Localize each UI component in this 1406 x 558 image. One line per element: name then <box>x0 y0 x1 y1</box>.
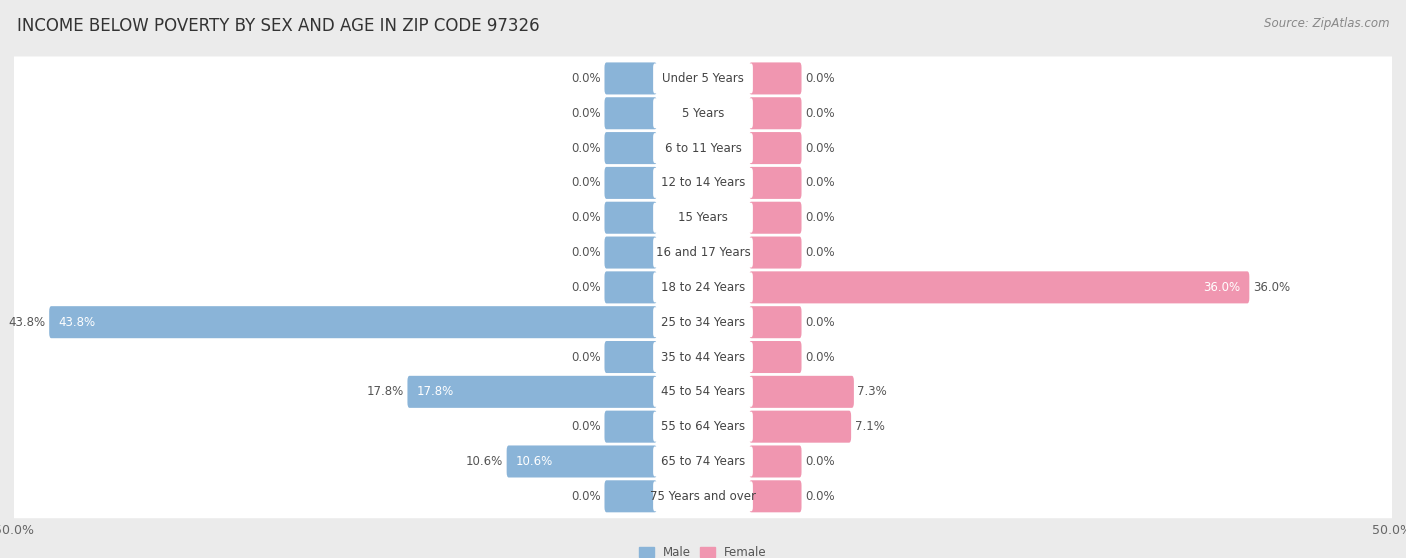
FancyBboxPatch shape <box>0 405 1406 449</box>
FancyBboxPatch shape <box>0 474 1406 518</box>
Text: 10.6%: 10.6% <box>465 455 503 468</box>
FancyBboxPatch shape <box>0 56 1406 100</box>
Text: 0.0%: 0.0% <box>806 176 835 189</box>
FancyBboxPatch shape <box>749 306 801 338</box>
Text: 6 to 11 Years: 6 to 11 Years <box>665 142 741 155</box>
Text: 0.0%: 0.0% <box>806 246 835 259</box>
Text: 0.0%: 0.0% <box>806 72 835 85</box>
FancyBboxPatch shape <box>749 271 1250 304</box>
Text: 43.8%: 43.8% <box>8 316 46 329</box>
FancyBboxPatch shape <box>0 370 1406 414</box>
FancyBboxPatch shape <box>749 445 801 478</box>
Text: 0.0%: 0.0% <box>806 107 835 120</box>
FancyBboxPatch shape <box>0 300 1406 344</box>
Text: 7.1%: 7.1% <box>855 420 884 433</box>
FancyBboxPatch shape <box>605 341 657 373</box>
FancyBboxPatch shape <box>749 62 801 94</box>
FancyBboxPatch shape <box>654 64 752 93</box>
Text: 0.0%: 0.0% <box>806 455 835 468</box>
FancyBboxPatch shape <box>749 237 801 268</box>
Text: 12 to 14 Years: 12 to 14 Years <box>661 176 745 189</box>
Text: 0.0%: 0.0% <box>571 211 600 224</box>
FancyBboxPatch shape <box>654 98 752 128</box>
Text: 25 to 34 Years: 25 to 34 Years <box>661 316 745 329</box>
Text: 43.8%: 43.8% <box>58 316 96 329</box>
FancyBboxPatch shape <box>605 132 657 164</box>
FancyBboxPatch shape <box>0 161 1406 205</box>
Text: 18 to 24 Years: 18 to 24 Years <box>661 281 745 294</box>
FancyBboxPatch shape <box>654 342 752 372</box>
Text: 45 to 54 Years: 45 to 54 Years <box>661 386 745 398</box>
Text: 17.8%: 17.8% <box>367 386 404 398</box>
FancyBboxPatch shape <box>749 480 801 512</box>
Text: 10.6%: 10.6% <box>516 455 553 468</box>
Text: 55 to 64 Years: 55 to 64 Years <box>661 420 745 433</box>
FancyBboxPatch shape <box>654 272 752 302</box>
FancyBboxPatch shape <box>749 376 853 408</box>
Text: 0.0%: 0.0% <box>571 142 600 155</box>
Text: 0.0%: 0.0% <box>806 490 835 503</box>
Text: Source: ZipAtlas.com: Source: ZipAtlas.com <box>1264 17 1389 30</box>
FancyBboxPatch shape <box>0 92 1406 135</box>
FancyBboxPatch shape <box>749 132 801 164</box>
FancyBboxPatch shape <box>0 196 1406 240</box>
Text: 65 to 74 Years: 65 to 74 Years <box>661 455 745 468</box>
Text: 36.0%: 36.0% <box>1253 281 1289 294</box>
FancyBboxPatch shape <box>605 237 657 268</box>
Text: 0.0%: 0.0% <box>571 72 600 85</box>
Text: 36.0%: 36.0% <box>1204 281 1240 294</box>
Text: 0.0%: 0.0% <box>806 211 835 224</box>
FancyBboxPatch shape <box>654 412 752 441</box>
Text: Under 5 Years: Under 5 Years <box>662 72 744 85</box>
FancyBboxPatch shape <box>654 446 752 477</box>
Text: 0.0%: 0.0% <box>571 281 600 294</box>
FancyBboxPatch shape <box>605 167 657 199</box>
FancyBboxPatch shape <box>0 335 1406 379</box>
FancyBboxPatch shape <box>0 126 1406 170</box>
Text: 0.0%: 0.0% <box>806 316 835 329</box>
FancyBboxPatch shape <box>654 168 752 198</box>
Text: 0.0%: 0.0% <box>571 107 600 120</box>
FancyBboxPatch shape <box>749 341 801 373</box>
Text: 16 and 17 Years: 16 and 17 Years <box>655 246 751 259</box>
FancyBboxPatch shape <box>605 201 657 234</box>
FancyBboxPatch shape <box>605 411 657 442</box>
FancyBboxPatch shape <box>605 97 657 129</box>
FancyBboxPatch shape <box>49 306 657 338</box>
FancyBboxPatch shape <box>605 271 657 304</box>
FancyBboxPatch shape <box>654 377 752 407</box>
FancyBboxPatch shape <box>506 445 657 478</box>
Text: 0.0%: 0.0% <box>571 350 600 363</box>
FancyBboxPatch shape <box>0 230 1406 275</box>
FancyBboxPatch shape <box>749 411 851 442</box>
FancyBboxPatch shape <box>749 201 801 234</box>
FancyBboxPatch shape <box>654 203 752 233</box>
Text: 35 to 44 Years: 35 to 44 Years <box>661 350 745 363</box>
FancyBboxPatch shape <box>654 238 752 267</box>
Text: 0.0%: 0.0% <box>806 142 835 155</box>
Text: 0.0%: 0.0% <box>806 350 835 363</box>
FancyBboxPatch shape <box>408 376 657 408</box>
FancyBboxPatch shape <box>0 440 1406 483</box>
Text: 17.8%: 17.8% <box>416 386 454 398</box>
Text: 7.3%: 7.3% <box>858 386 887 398</box>
Legend: Male, Female: Male, Female <box>634 541 772 558</box>
Text: INCOME BELOW POVERTY BY SEX AND AGE IN ZIP CODE 97326: INCOME BELOW POVERTY BY SEX AND AGE IN Z… <box>17 17 540 35</box>
Text: 0.0%: 0.0% <box>571 490 600 503</box>
FancyBboxPatch shape <box>654 482 752 511</box>
FancyBboxPatch shape <box>749 97 801 129</box>
FancyBboxPatch shape <box>654 307 752 337</box>
FancyBboxPatch shape <box>654 133 752 163</box>
FancyBboxPatch shape <box>605 62 657 94</box>
Text: 0.0%: 0.0% <box>571 176 600 189</box>
FancyBboxPatch shape <box>0 266 1406 309</box>
Text: 0.0%: 0.0% <box>571 246 600 259</box>
Text: 75 Years and over: 75 Years and over <box>650 490 756 503</box>
Text: 5 Years: 5 Years <box>682 107 724 120</box>
Text: 0.0%: 0.0% <box>571 420 600 433</box>
Text: 15 Years: 15 Years <box>678 211 728 224</box>
FancyBboxPatch shape <box>749 167 801 199</box>
FancyBboxPatch shape <box>605 480 657 512</box>
